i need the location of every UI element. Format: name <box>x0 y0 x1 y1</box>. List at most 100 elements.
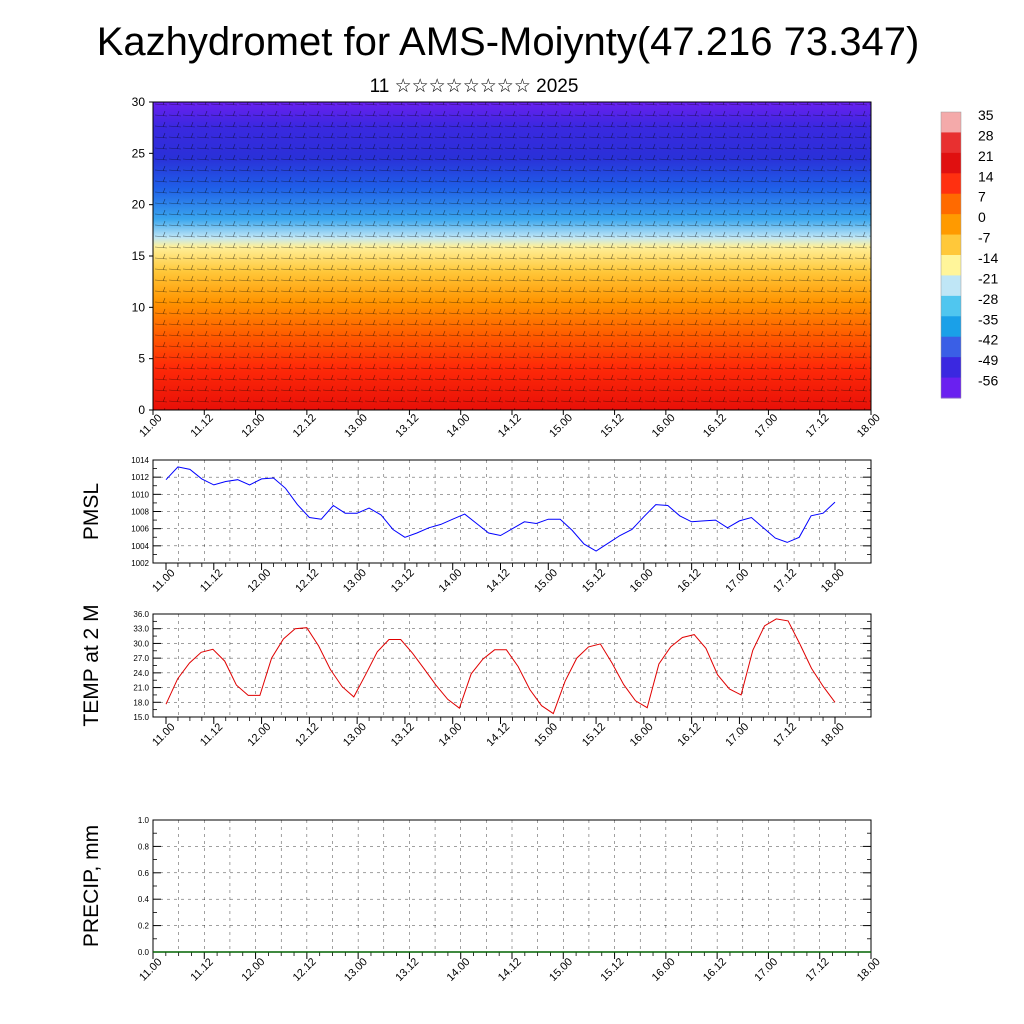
colorbar-label: -42 <box>978 332 998 348</box>
x-tick-label: 13.00 <box>341 567 369 595</box>
heatmap-y-tick-label: 5 <box>138 352 145 366</box>
y-tick-label: 1006 <box>131 525 149 534</box>
x-tick-label: 16.12 <box>676 567 704 595</box>
colorbar-label: 28 <box>978 127 994 143</box>
heatmap-x-tick-label: 16.00 <box>650 412 678 440</box>
colorbar-label: 14 <box>978 168 994 184</box>
x-tick-label: 12.00 <box>245 721 273 749</box>
y-tick-label: 0.2 <box>138 922 150 931</box>
heatmap-x-tick-label: 13.12 <box>393 412 421 440</box>
heatmap-y-tick-label: 30 <box>132 95 146 109</box>
heatmap-x-tick-label: 14.00 <box>445 412 473 440</box>
heatmap-x-tick-label: 14.12 <box>496 412 524 440</box>
heatmap-y-tick-label: 15 <box>132 249 146 263</box>
x-tick-label: 17.12 <box>804 956 832 984</box>
x-tick-label: 16.00 <box>628 721 656 749</box>
heatmap-y-tick-label: 0 <box>138 403 145 417</box>
heatmap-x-tick-label: 13.00 <box>342 412 370 440</box>
y-tick-label: 0.0 <box>138 948 150 957</box>
temp-panel: 15.0 18.0 21.0 24.0 27.0 30.0 33.0 36.0 11.00 11.… <box>80 604 872 749</box>
y-tick-label: 30.0 <box>133 639 149 648</box>
colorbar-segment <box>941 255 961 276</box>
x-tick-label: 14.00 <box>445 956 473 984</box>
y-tick-label: 36.0 <box>133 610 149 619</box>
series-line <box>165 618 836 715</box>
heatmap-y-tick-label: 25 <box>132 146 146 160</box>
colorbar-segment <box>941 173 961 195</box>
colorbar-label: 0 <box>978 209 986 225</box>
x-tick-label: 12.12 <box>293 721 321 749</box>
colorbar-label: 35 <box>978 107 994 123</box>
x-tick-label: 12.00 <box>245 567 273 595</box>
colorbar-frame <box>940 111 962 399</box>
colorbar-segment <box>941 316 961 338</box>
colorbar: 35 28 21 14 7 0 -7 -14 -21 -28 -35 -42 -49 -56 <box>940 107 998 399</box>
y-tick-label: 1002 <box>131 559 149 568</box>
colorbar-label: 7 <box>978 189 986 205</box>
y-axis-label: PRECIP, mm <box>80 825 103 947</box>
heatmap-x-tick-label: 16.12 <box>701 412 729 440</box>
wind-barbs-overlay <box>153 102 871 410</box>
heatmap-x-tick-label: 12.00 <box>239 412 267 440</box>
x-tick-label: 11.00 <box>150 567 177 594</box>
x-tick-label: 15.12 <box>580 567 608 595</box>
colorbar-label: -28 <box>978 291 998 307</box>
colorbar-segment <box>941 214 961 236</box>
panel-frame <box>152 613 872 718</box>
colorbar-segment <box>941 152 961 174</box>
x-tick-label: 15.00 <box>547 956 575 984</box>
x-tick-label: 16.12 <box>701 956 729 984</box>
x-tick-label: 12.00 <box>239 956 267 984</box>
y-tick-label: 1010 <box>131 490 149 499</box>
heatmap-y-tick-label: 10 <box>132 300 146 314</box>
series-line <box>165 466 836 552</box>
page-subtitle: 11 ☆☆☆☆☆☆☆☆ 2025 <box>370 76 579 97</box>
heatmap-x-axis: 11.00 11.12 12.00 12.12 13.00 13.12 14.00 14.12… <box>137 410 883 440</box>
colorbar-segment <box>941 132 961 154</box>
colorbar-segment <box>941 234 961 256</box>
colorbar-segment <box>941 193 961 215</box>
x-tick-label: 12.12 <box>293 567 321 595</box>
x-tick-label: 12.12 <box>291 956 319 984</box>
colorbar-label: -49 <box>978 352 998 368</box>
x-tick-label: 16.00 <box>650 956 678 984</box>
y-tick-label: 0.8 <box>138 842 150 851</box>
x-tick-label: 11.12 <box>188 956 215 983</box>
x-tick-label: 15.00 <box>532 721 560 749</box>
heatmap-y-axis: 0 5 10 15 20 25 30 <box>132 95 153 417</box>
x-tick-label: 13.00 <box>342 956 370 984</box>
x-tick-label: 16.00 <box>628 567 656 595</box>
x-tick-label: 13.00 <box>341 721 369 749</box>
y-tick-label: 33.0 <box>133 625 149 634</box>
x-tick-label: 14.12 <box>484 721 512 749</box>
heatmap-x-tick-label: 17.00 <box>752 412 780 440</box>
x-tick-label: 13.12 <box>393 956 421 984</box>
colorbar-label: -35 <box>978 311 998 327</box>
y-tick-label: 1012 <box>131 473 149 482</box>
colorbar-segment <box>941 357 961 379</box>
colorbar-label: -7 <box>978 230 991 246</box>
y-tick-label: 1004 <box>131 542 149 551</box>
x-tick-label: 14.00 <box>437 567 465 595</box>
heatmap-x-tick-label: 15.00 <box>547 412 575 440</box>
x-tick-label: 17.12 <box>771 567 799 595</box>
y-tick-label: 0.4 <box>138 895 150 904</box>
x-tick-label: 11.12 <box>198 567 225 594</box>
y-axis-label: TEMP at 2 M <box>80 604 103 726</box>
x-tick-label: 18.00 <box>855 956 883 984</box>
panel-frame <box>152 459 872 564</box>
y-tick-label: 0.6 <box>138 869 150 878</box>
x-tick-label: 15.12 <box>598 956 626 984</box>
page-title: Kazhydromet for AMS-Moiynty(47.216 73.34… <box>97 20 920 64</box>
y-tick-label: 18.0 <box>133 698 149 707</box>
y-tick-label: 15.0 <box>133 713 149 722</box>
y-tick-label: 1008 <box>131 508 149 517</box>
x-tick-label: 18.00 <box>819 567 847 595</box>
x-tick-label: 13.12 <box>389 721 417 749</box>
colorbar-label: -56 <box>978 373 998 389</box>
x-tick-label: 13.12 <box>389 567 417 595</box>
x-tick-label: 17.12 <box>771 721 799 749</box>
x-tick-label: 18.00 <box>819 721 847 749</box>
x-tick-label: 15.00 <box>532 567 560 595</box>
